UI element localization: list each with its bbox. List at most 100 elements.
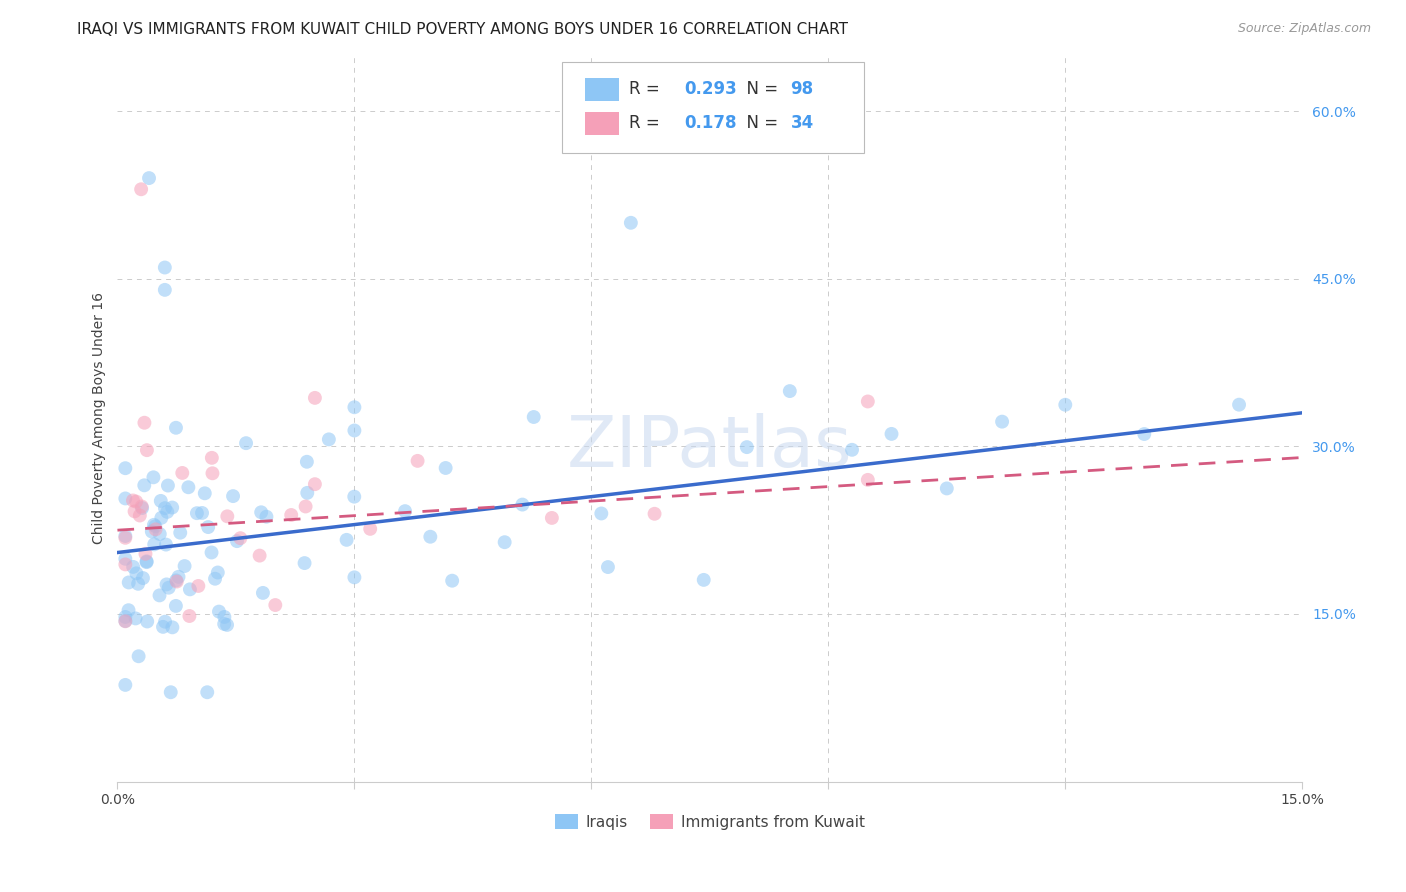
Point — [294, 500, 316, 514]
Point — [166, 574, 188, 589]
Point — [264, 598, 287, 612]
Point — [128, 649, 150, 664]
Point — [186, 506, 208, 520]
Point — [114, 529, 136, 543]
Point — [114, 615, 136, 629]
Point — [249, 549, 271, 563]
Point — [150, 511, 173, 525]
Point — [591, 507, 613, 521]
Point — [200, 545, 222, 559]
Point — [596, 560, 619, 574]
Point — [494, 535, 516, 549]
Point — [131, 500, 153, 514]
Point — [441, 574, 464, 588]
Point — [295, 455, 318, 469]
Point — [359, 522, 381, 536]
Point — [191, 506, 214, 520]
Point — [256, 509, 278, 524]
Point — [336, 533, 359, 547]
Y-axis label: Child Poverty Among Boys Under 16: Child Poverty Among Boys Under 16 — [93, 293, 107, 544]
Point — [394, 504, 416, 518]
Point — [134, 478, 156, 492]
Point — [125, 566, 148, 581]
Point — [165, 599, 187, 613]
Point — [297, 486, 319, 500]
Point — [160, 500, 183, 515]
Point — [127, 576, 149, 591]
Point — [172, 466, 194, 480]
Point — [165, 421, 187, 435]
Point — [153, 283, 176, 297]
Text: R =: R = — [630, 80, 665, 98]
Text: R =: R = — [630, 114, 665, 132]
Point — [129, 182, 152, 196]
FancyBboxPatch shape — [585, 78, 619, 101]
Point — [135, 554, 157, 568]
Point — [136, 615, 159, 629]
Point — [294, 556, 316, 570]
Point — [159, 685, 181, 699]
Point — [143, 517, 166, 532]
Text: Source: ZipAtlas.com: Source: ZipAtlas.com — [1237, 22, 1371, 36]
Point — [343, 424, 366, 438]
Point — [222, 489, 245, 503]
Point — [169, 525, 191, 540]
Point — [141, 524, 163, 539]
Point — [280, 508, 302, 522]
Point — [841, 442, 863, 457]
Point — [114, 461, 136, 475]
Point — [252, 586, 274, 600]
Point — [201, 450, 224, 465]
Point — [194, 486, 217, 500]
Point — [114, 531, 136, 545]
Point — [179, 582, 201, 597]
Point — [145, 522, 167, 536]
Point — [134, 547, 156, 561]
Point — [114, 610, 136, 624]
Point — [177, 480, 200, 494]
Point — [693, 573, 716, 587]
Point — [153, 260, 176, 275]
Point — [779, 384, 801, 398]
Text: 0.178: 0.178 — [683, 114, 737, 132]
Point — [434, 461, 457, 475]
Point — [179, 609, 201, 624]
Point — [162, 620, 184, 634]
Point — [167, 570, 190, 584]
Point — [195, 685, 218, 699]
Point — [201, 467, 224, 481]
Point — [114, 614, 136, 628]
Point — [250, 505, 273, 519]
Point — [512, 498, 534, 512]
Point — [419, 530, 441, 544]
Point — [131, 501, 153, 516]
Point — [114, 678, 136, 692]
Text: 0.293: 0.293 — [683, 80, 737, 98]
Point — [142, 470, 165, 484]
Point — [217, 618, 239, 632]
Point — [134, 416, 156, 430]
Point — [187, 579, 209, 593]
Point — [155, 538, 177, 552]
Point — [152, 620, 174, 634]
Point — [856, 473, 879, 487]
Point — [214, 610, 236, 624]
Legend: Iraqis, Immigrants from Kuwait: Iraqis, Immigrants from Kuwait — [548, 807, 872, 836]
Point — [122, 560, 145, 574]
Point — [149, 527, 172, 541]
Point — [197, 520, 219, 534]
Point — [523, 409, 546, 424]
Point — [114, 551, 136, 566]
Point — [856, 394, 879, 409]
Point — [935, 482, 957, 496]
Text: N =: N = — [735, 80, 783, 98]
Point — [135, 443, 157, 458]
Point — [235, 436, 257, 450]
Point — [143, 519, 166, 533]
Point — [153, 615, 176, 629]
Point — [1227, 398, 1250, 412]
Text: IRAQI VS IMMIGRANTS FROM KUWAIT CHILD POVERTY AMONG BOYS UNDER 16 CORRELATION CH: IRAQI VS IMMIGRANTS FROM KUWAIT CHILD PO… — [77, 22, 848, 37]
Point — [132, 571, 155, 585]
Point — [343, 570, 366, 584]
Point — [128, 508, 150, 523]
